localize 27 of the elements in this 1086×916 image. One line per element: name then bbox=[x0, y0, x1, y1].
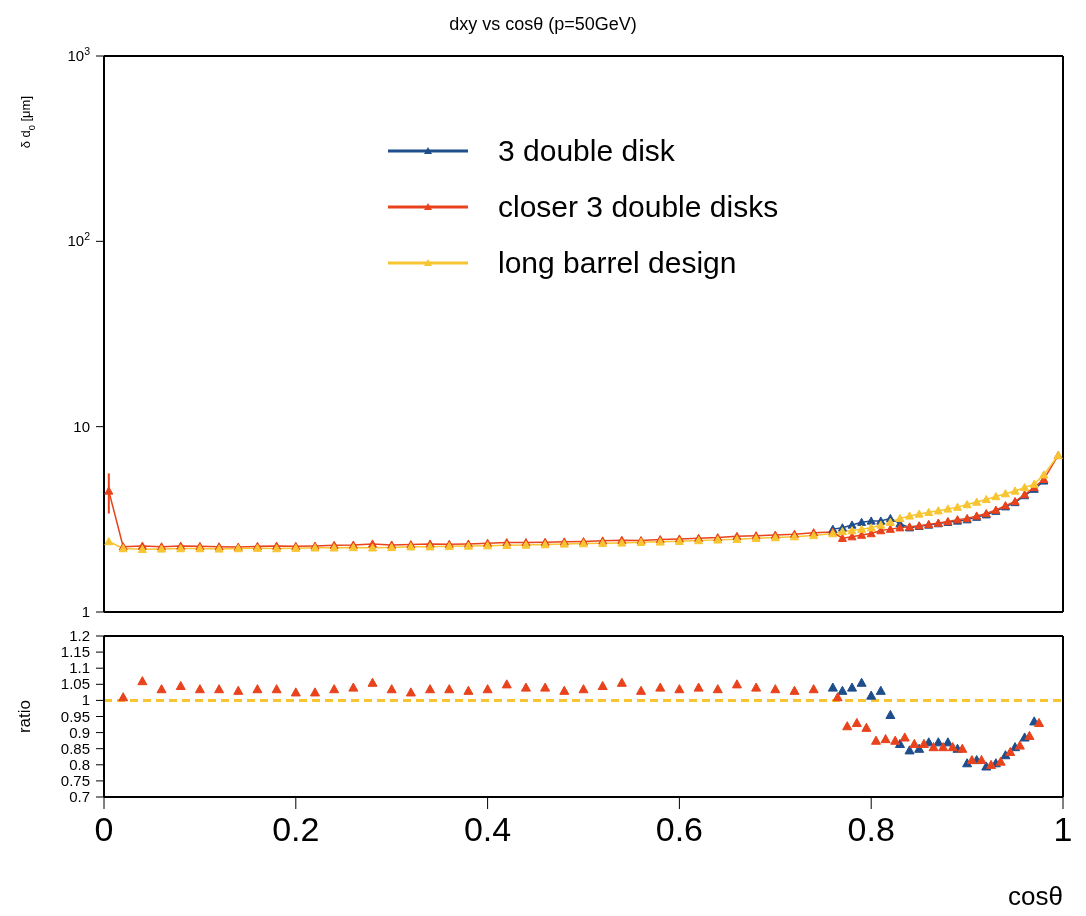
y-tick-label: 1.05 bbox=[60, 675, 90, 693]
y-tick-label: 1 bbox=[81, 691, 90, 709]
y-tick-label: 10$^{3}$ bbox=[67, 45, 91, 64]
chart-title: dxy vs cosθ (p=50GeV) bbox=[448, 13, 638, 36]
y-tick-label: 0.8 bbox=[69, 755, 90, 773]
legend-label: 3 double disk bbox=[498, 134, 675, 168]
legend-label: long barrel design bbox=[498, 246, 737, 280]
legend-label: closer 3 double disks bbox=[498, 190, 779, 224]
y-tick-label: 0.95 bbox=[60, 707, 90, 725]
x-tick-label: 0.4 bbox=[463, 810, 512, 848]
y-axis-title: ratio bbox=[15, 699, 34, 734]
x-axis-title: cosθ bbox=[1008, 881, 1063, 911]
y-tick-label: 0.75 bbox=[60, 771, 90, 789]
x-tick-label: 0.2 bbox=[272, 810, 320, 848]
y-tick-label: 1 bbox=[81, 603, 90, 620]
x-tick-label: 0.6 bbox=[655, 810, 704, 848]
y-tick-label: 1.2 bbox=[69, 627, 90, 644]
y-tick-label: 10$^{2}$ bbox=[67, 230, 91, 250]
x-tick-label: 1 bbox=[1053, 810, 1073, 848]
y-tick-label: 0.9 bbox=[69, 723, 90, 741]
x-tick-label: 0 bbox=[94, 810, 114, 848]
y-tick-label: 0.85 bbox=[60, 739, 90, 757]
x-tick-label: 0.8 bbox=[847, 810, 895, 848]
y-tick-label: 1.1 bbox=[69, 659, 90, 677]
y-tick-label: 1.15 bbox=[60, 643, 90, 661]
y-tick-label: 0.7 bbox=[69, 788, 90, 805]
y-tick-label: 10 bbox=[73, 417, 90, 435]
